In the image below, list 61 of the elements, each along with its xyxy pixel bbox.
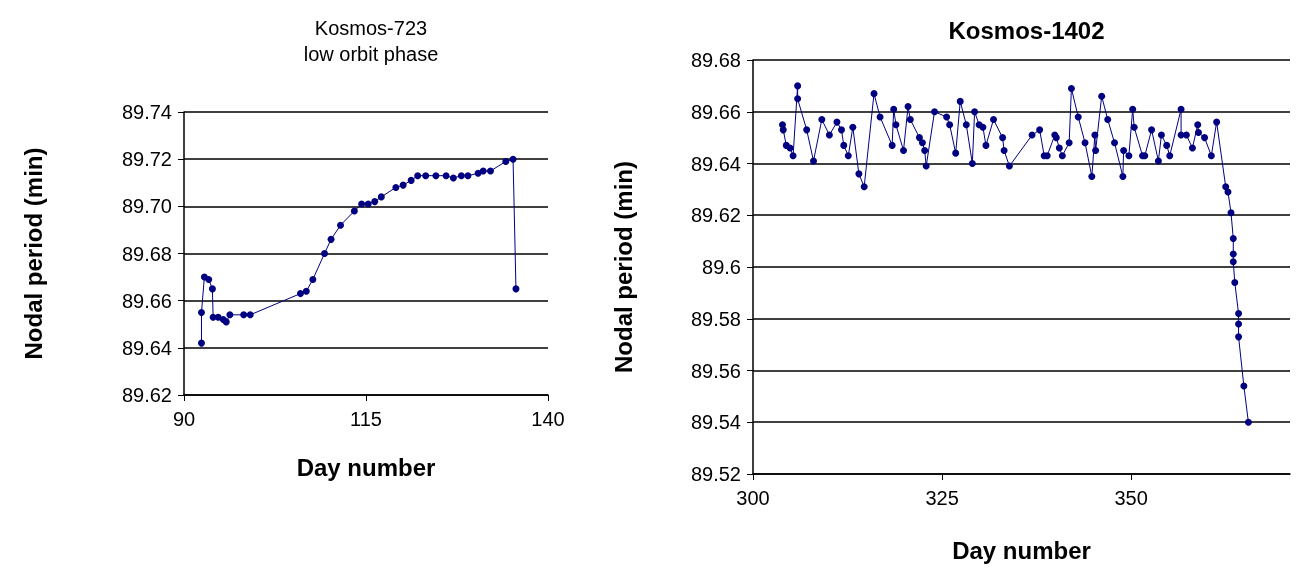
y-tick-label: 89.64: [121, 336, 172, 359]
point: [350, 207, 358, 215]
point: [208, 285, 216, 293]
y-tick-label: 89.72: [121, 148, 172, 171]
x-tick-label: 300: [736, 487, 770, 509]
y-tick-label: 89.56: [690, 359, 741, 382]
y-tick-label: 89.54: [690, 411, 741, 434]
point: [399, 181, 407, 189]
point: [422, 172, 430, 180]
point: [226, 311, 234, 319]
x-tick-label: 350: [1114, 487, 1148, 509]
point: [197, 308, 205, 316]
y-tick-label: 89.52: [690, 463, 741, 485]
y-tick-label: 89.74: [121, 101, 172, 123]
x-tick-label: 140: [531, 408, 565, 430]
point: [246, 311, 254, 319]
point: [364, 200, 372, 208]
x-axis-title: Day number: [296, 453, 436, 481]
point: [377, 193, 385, 201]
point: [432, 172, 440, 180]
y-tick-label: 89.66: [690, 100, 741, 123]
point: [197, 339, 205, 347]
point: [205, 275, 213, 283]
point: [464, 172, 472, 180]
y-tick-label: 89.64: [690, 152, 741, 175]
point: [449, 174, 457, 182]
y-tick-label: 89.62: [690, 204, 741, 227]
y-axis-title: Nodal period (min): [19, 147, 47, 360]
point: [442, 172, 450, 180]
point: [327, 235, 335, 243]
point: [502, 158, 510, 166]
y-tick-label: 89.66: [121, 289, 172, 312]
point: [309, 275, 317, 283]
x-tick-label: 90: [172, 408, 196, 430]
point: [509, 155, 517, 163]
y-tick-label: 89.62: [121, 384, 172, 406]
point: [479, 167, 487, 175]
x-axis-title: Day number: [952, 536, 1091, 564]
chart-title: Kosmos-723: [314, 17, 428, 39]
y-tick-label: 89.68: [121, 242, 172, 265]
x-tick-label: 325: [925, 487, 959, 509]
point: [407, 176, 415, 184]
point: [457, 172, 465, 180]
point: [337, 221, 345, 229]
point: [358, 200, 366, 208]
point: [321, 250, 328, 257]
point: [302, 287, 310, 295]
y-tick-label: 89.58: [690, 307, 741, 330]
y-tick-label: 89.70: [121, 195, 172, 218]
point: [296, 290, 304, 298]
point: [371, 198, 379, 206]
chart-subtitle: low orbit phase: [303, 43, 439, 65]
point: [392, 183, 400, 191]
y-tick-label: 89.6: [702, 256, 741, 278]
point: [487, 167, 494, 175]
point: [240, 311, 248, 319]
chart-title: Kosmos-1402: [948, 16, 1105, 44]
y-tick-label: 89.68: [690, 49, 741, 71]
point: [414, 172, 422, 180]
y-axis-title: Nodal period (min): [609, 161, 637, 373]
x-tick-label: 115: [350, 408, 382, 430]
